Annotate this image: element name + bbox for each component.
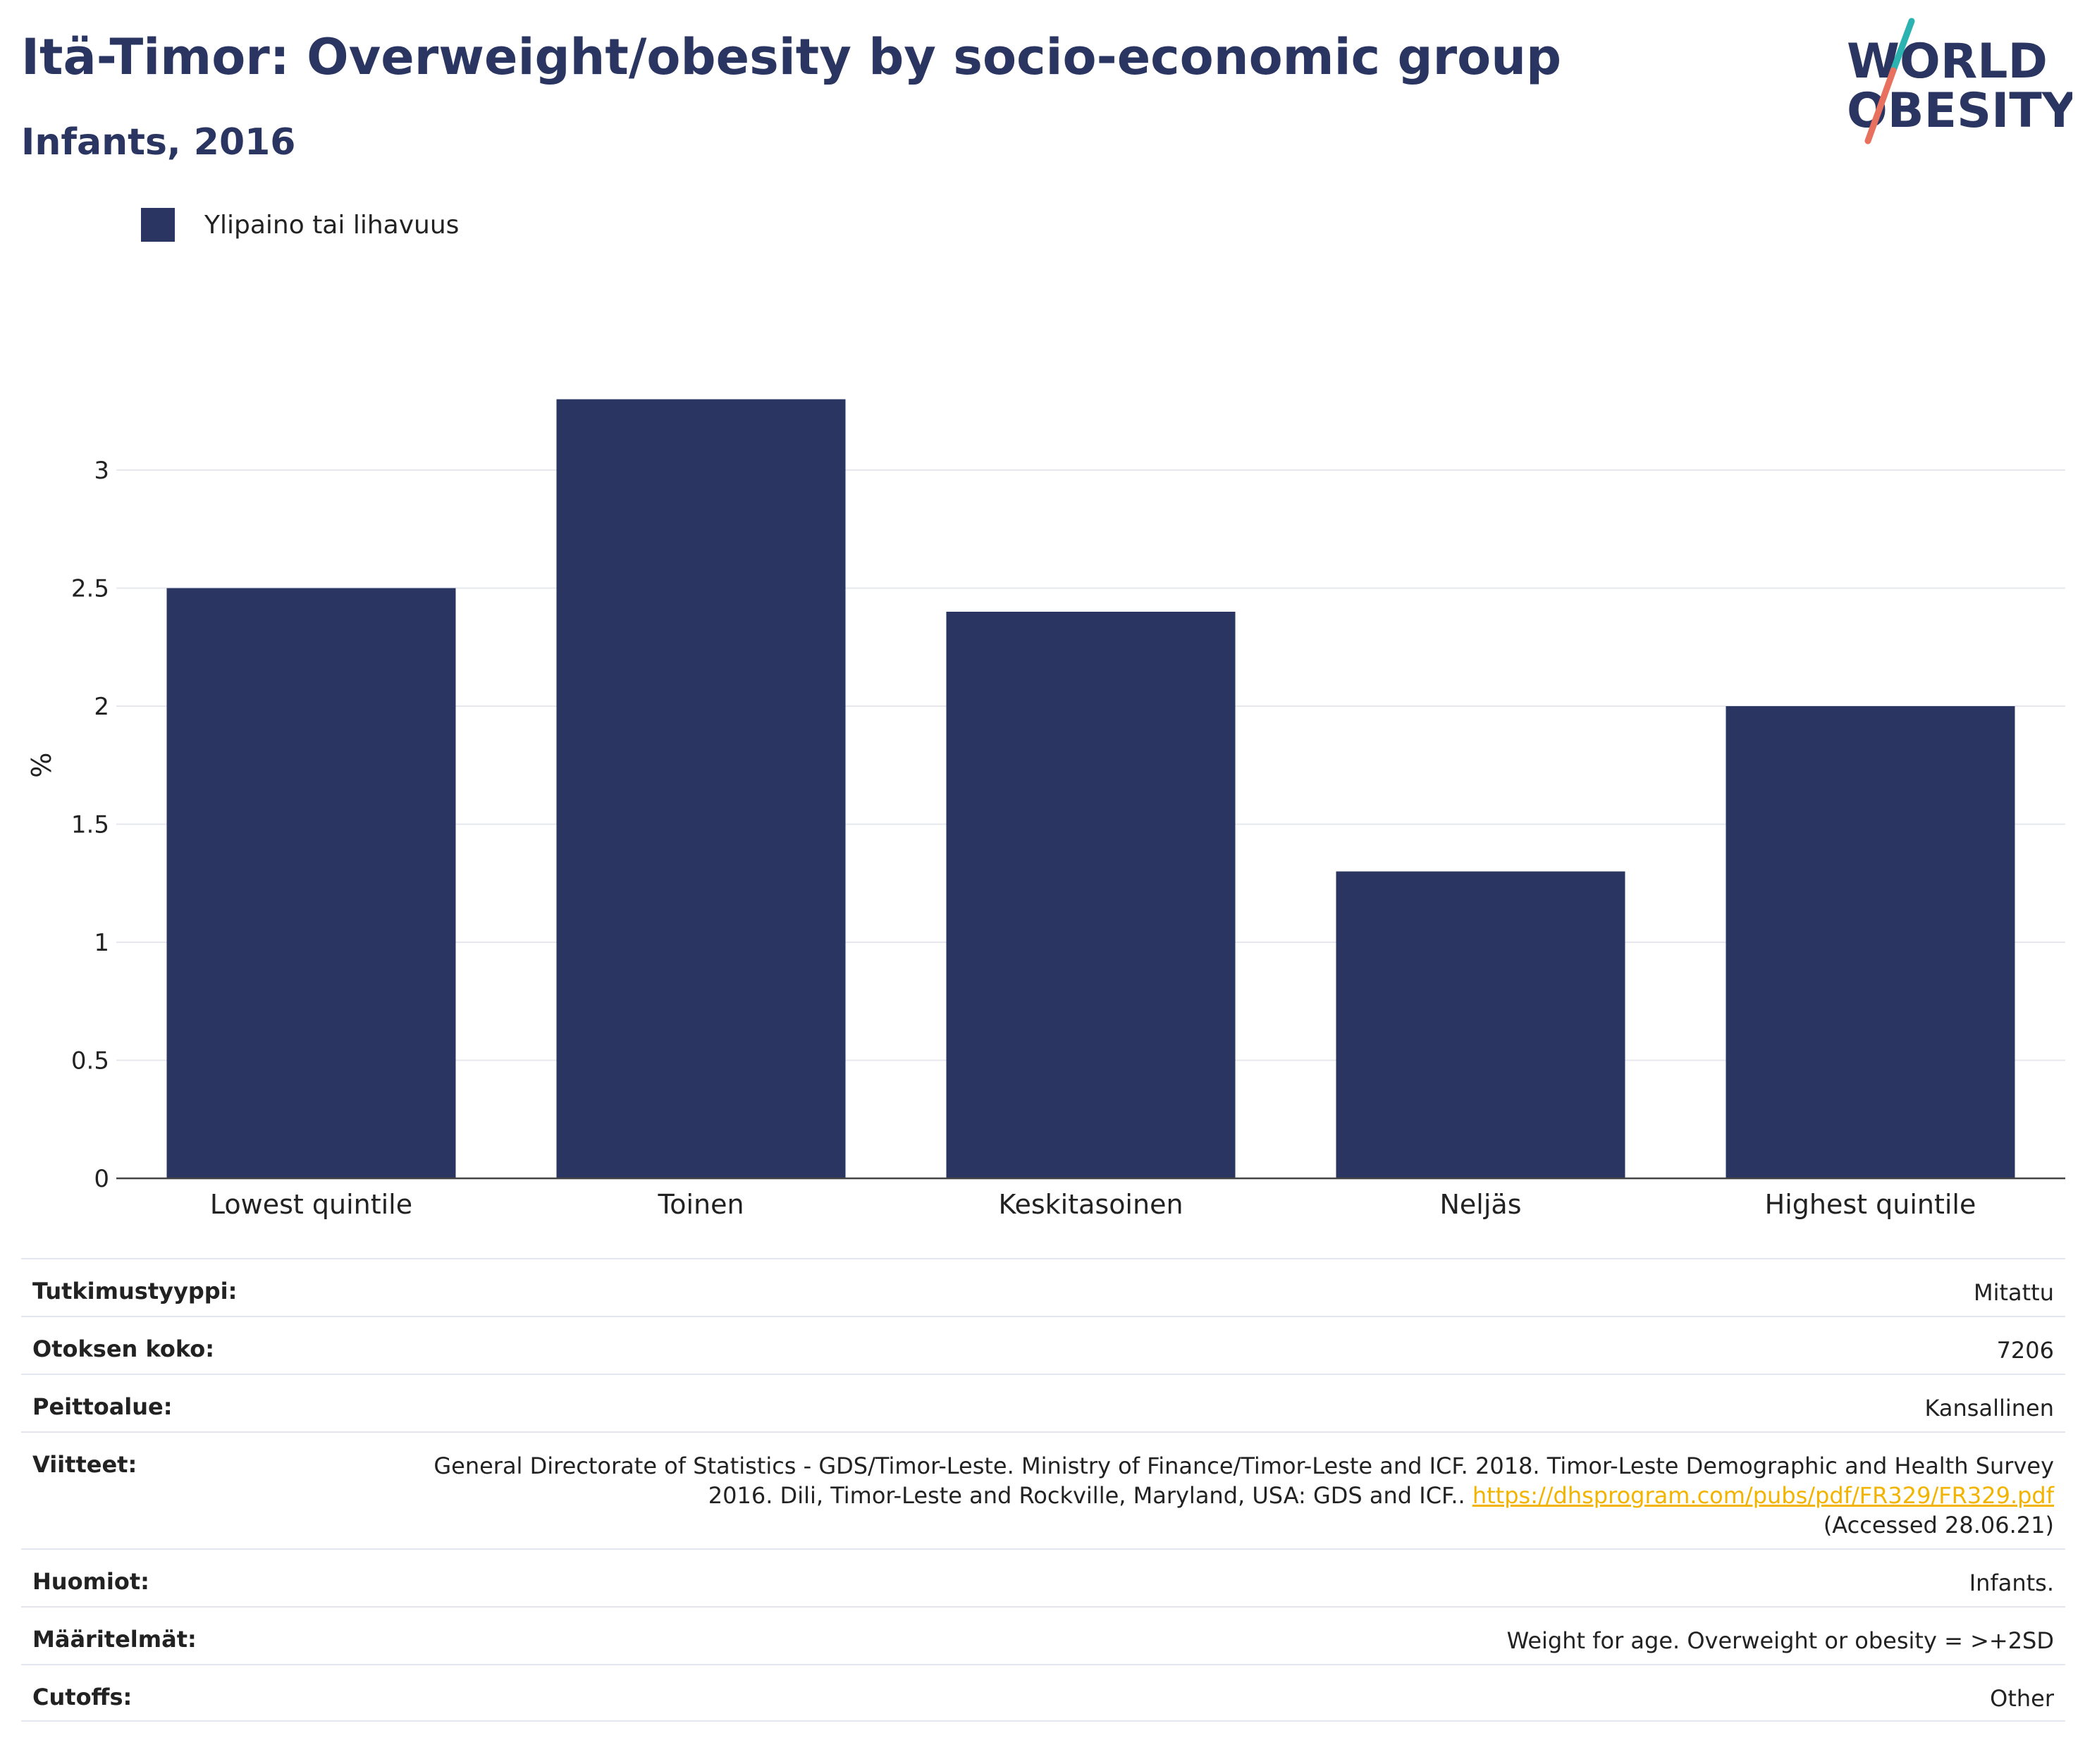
- logo-slash-bottom: [1864, 67, 1897, 144]
- metadata-row: Otoksen koko: 7206: [21, 1316, 2065, 1374]
- metadata-value: General Directorate of Statistics - GDS/…: [362, 1451, 2054, 1540]
- legend-label: Ylipaino tai lihavuus: [204, 210, 460, 240]
- metadata-row: Määritelmät: Weight for age. Overweight o…: [21, 1606, 2065, 1664]
- reference-link[interactable]: https://dhsprogram.com/pubs/pdf/FR329/FR…: [1472, 1482, 2054, 1509]
- metadata-key: Tutkimustyyppi:: [32, 1278, 238, 1305]
- metadata-value-text: Mitattu: [1973, 1279, 2054, 1306]
- bar[interactable]: [166, 588, 456, 1179]
- x-tick-label: Toinen: [657, 1189, 744, 1220]
- metadata-value: Kansallinen: [1924, 1393, 2054, 1423]
- bar[interactable]: [1336, 871, 1625, 1179]
- bar[interactable]: [1726, 706, 2015, 1178]
- y-tick-label: 2.5: [71, 575, 109, 603]
- y-axis-label: %: [26, 753, 57, 778]
- bar[interactable]: [556, 399, 846, 1179]
- chart-subtitle: Infants, 2016: [21, 121, 296, 164]
- metadata-key: Huomiot:: [32, 1568, 149, 1595]
- world-obesity-logo: WORLD OBESITY: [1847, 18, 2072, 144]
- y-tick-label: 0: [94, 1165, 109, 1193]
- y-tick-label: 1: [94, 929, 109, 957]
- metadata-key: Cutoffs:: [32, 1684, 133, 1710]
- metadata-value-text: General Directorate of Statistics - GDS/…: [433, 1452, 2054, 1509]
- metadata-value-text: Weight for age. Overweight or obesity = …: [1506, 1627, 2054, 1654]
- bar-chart: 0 0.5 1 1.5 2 2.5 3% Lowest quintile Toinen Keski…: [26, 399, 2065, 1220]
- x-tick-label: Lowest quintile: [210, 1189, 412, 1220]
- logo-slash-top: [1890, 18, 1915, 74]
- metadata-key: Otoksen koko:: [32, 1336, 215, 1362]
- metadata-value-text: Infants.: [1969, 1569, 2054, 1596]
- metadata-value: 7206: [1997, 1336, 2054, 1365]
- y-tick-label: 0.5: [71, 1047, 109, 1075]
- y-tick-label: 3: [94, 457, 109, 485]
- metadata-row: Peittoalue: Kansallinen: [21, 1374, 2065, 1431]
- chart-title: Itä-Timor: Overweight/obesity by socio-e…: [21, 28, 1562, 86]
- metadata-row: Huomiot: Infants.: [21, 1548, 2065, 1606]
- metadata-key: Viitteet:: [32, 1451, 137, 1478]
- y-tick-label: 2: [94, 693, 109, 721]
- x-tick-label: Highest quintile: [1765, 1189, 1976, 1220]
- metadata-row: Tutkimustyyppi: Mitattu: [21, 1258, 2065, 1316]
- metadata-value: Infants.: [1969, 1568, 2054, 1598]
- metadata-value: Other: [1990, 1684, 2054, 1713]
- metadata-value-text: Other: [1990, 1685, 2054, 1712]
- y-tick-label: 1.5: [71, 811, 109, 839]
- x-tick-label: Keskitasoinen: [998, 1189, 1183, 1220]
- accessed-date: (Accessed 28.06.21): [1823, 1512, 2054, 1538]
- metadata-row: Cutoffs: Other: [21, 1664, 2065, 1722]
- chart-legend: Ylipaino tai lihavuus: [141, 208, 459, 242]
- metadata-key: Peittoalue:: [32, 1393, 173, 1420]
- metadata-key: Määritelmät:: [32, 1626, 197, 1653]
- bar[interactable]: [946, 612, 1236, 1178]
- legend-swatch: [141, 208, 175, 242]
- metadata-value-text: Kansallinen: [1924, 1395, 2054, 1421]
- metadata-table: Tutkimustyyppi: Mitattu Otoksen koko: 7206 P…: [21, 1258, 2065, 1722]
- logo-line1: WORLD: [1847, 34, 2048, 90]
- metadata-value: Mitattu: [1974, 1278, 2054, 1307]
- x-tick-label: Neljäs: [1439, 1189, 1521, 1220]
- metadata-row: Viitteet: General Directorate of Statisti…: [21, 1431, 2065, 1548]
- metadata-value: Weight for age. Overweight or obesity = …: [1507, 1626, 2054, 1655]
- metadata-value-text: 7206: [1996, 1337, 2054, 1364]
